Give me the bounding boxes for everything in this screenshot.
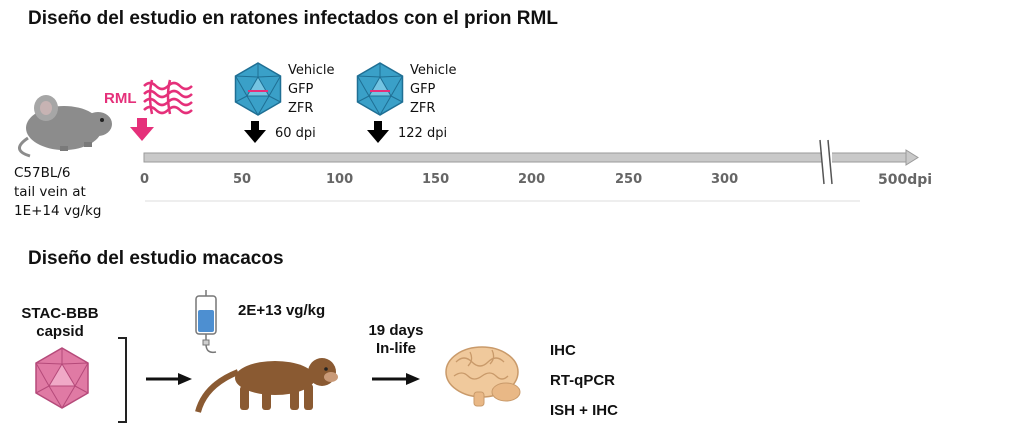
timeline-tick: 200 [518, 172, 546, 187]
treatment-item: GFP [410, 82, 436, 97]
macaque-dose-label: 2E+13 vg/kg [238, 302, 326, 319]
assay-item: ISH + IHC [550, 402, 618, 419]
capsid-name: STAC-BBB [21, 305, 99, 322]
treatment-item: ZFR [288, 101, 314, 116]
brain-icon [445, 346, 521, 407]
flow-arrow-to-macaque [146, 373, 192, 385]
timeline-tick: 0 [140, 172, 150, 187]
mouse-study-title: Diseño del estudio en ratones infectados… [28, 8, 558, 29]
capsid-label: STAC-BBB capsid [14, 305, 106, 341]
timeline-tick: 300 [711, 172, 739, 187]
iv-bag-icon [195, 290, 217, 354]
aav-particle-icon-60dpi [234, 62, 282, 116]
assay-item: IHC [550, 342, 576, 359]
inlife-word: In-life [376, 340, 416, 357]
mouse-route-label: tail vein at [14, 184, 86, 200]
treatment-item: GFP [288, 82, 314, 97]
assay-list: IHC RT-qPCR ISH + IHC [550, 336, 618, 426]
inlife-duration: 19 days [368, 322, 424, 339]
treatment-arrow-60dpi [244, 121, 266, 143]
macaque-study-title: Diseño del estudio macacos [28, 248, 284, 269]
timeline-tick: 150 [422, 172, 450, 187]
dpi-label-122: 122 dpi [398, 126, 448, 141]
timeline-bar [143, 139, 919, 185]
timeline-tick: 50 [233, 172, 252, 187]
treatment-list-60dpi: Vehicle GFP ZFR [288, 61, 335, 118]
treatment-item: Vehicle [410, 63, 457, 78]
treatment-arrow-122dpi [367, 121, 389, 143]
timeline-tick: 100 [326, 172, 354, 187]
capsid-icon [35, 347, 89, 409]
treatment-item: ZFR [410, 101, 436, 116]
dpi-label-60: 60 dpi [275, 126, 316, 141]
mouse-icon [18, 95, 112, 158]
inlife-label: 19 days In-life [360, 322, 432, 358]
flow-arrow-to-brain [372, 373, 420, 385]
macaque-icon [195, 358, 338, 413]
treatment-list-122dpi: Vehicle GFP ZFR [410, 61, 457, 118]
treatment-item: Vehicle [288, 63, 335, 78]
assay-item: RT-qPCR [550, 372, 615, 389]
timeline-end-label: 500dpi [878, 172, 933, 188]
mouse-label: C57BL/6 tail vein at 1E+14 vg/kg [14, 164, 101, 221]
mouse-strain-label: C57BL/6 [14, 165, 71, 181]
prion-fibril-icon [143, 79, 193, 115]
rml-label: RML [104, 90, 137, 107]
aav-particle-icon-122dpi [356, 62, 404, 116]
capsid-bracket [118, 337, 127, 423]
rml-injection-arrow [130, 118, 154, 141]
timeline-tick: 250 [615, 172, 643, 187]
mouse-dose-label: 1E+14 vg/kg [14, 203, 102, 219]
capsid-word: capsid [36, 323, 84, 340]
